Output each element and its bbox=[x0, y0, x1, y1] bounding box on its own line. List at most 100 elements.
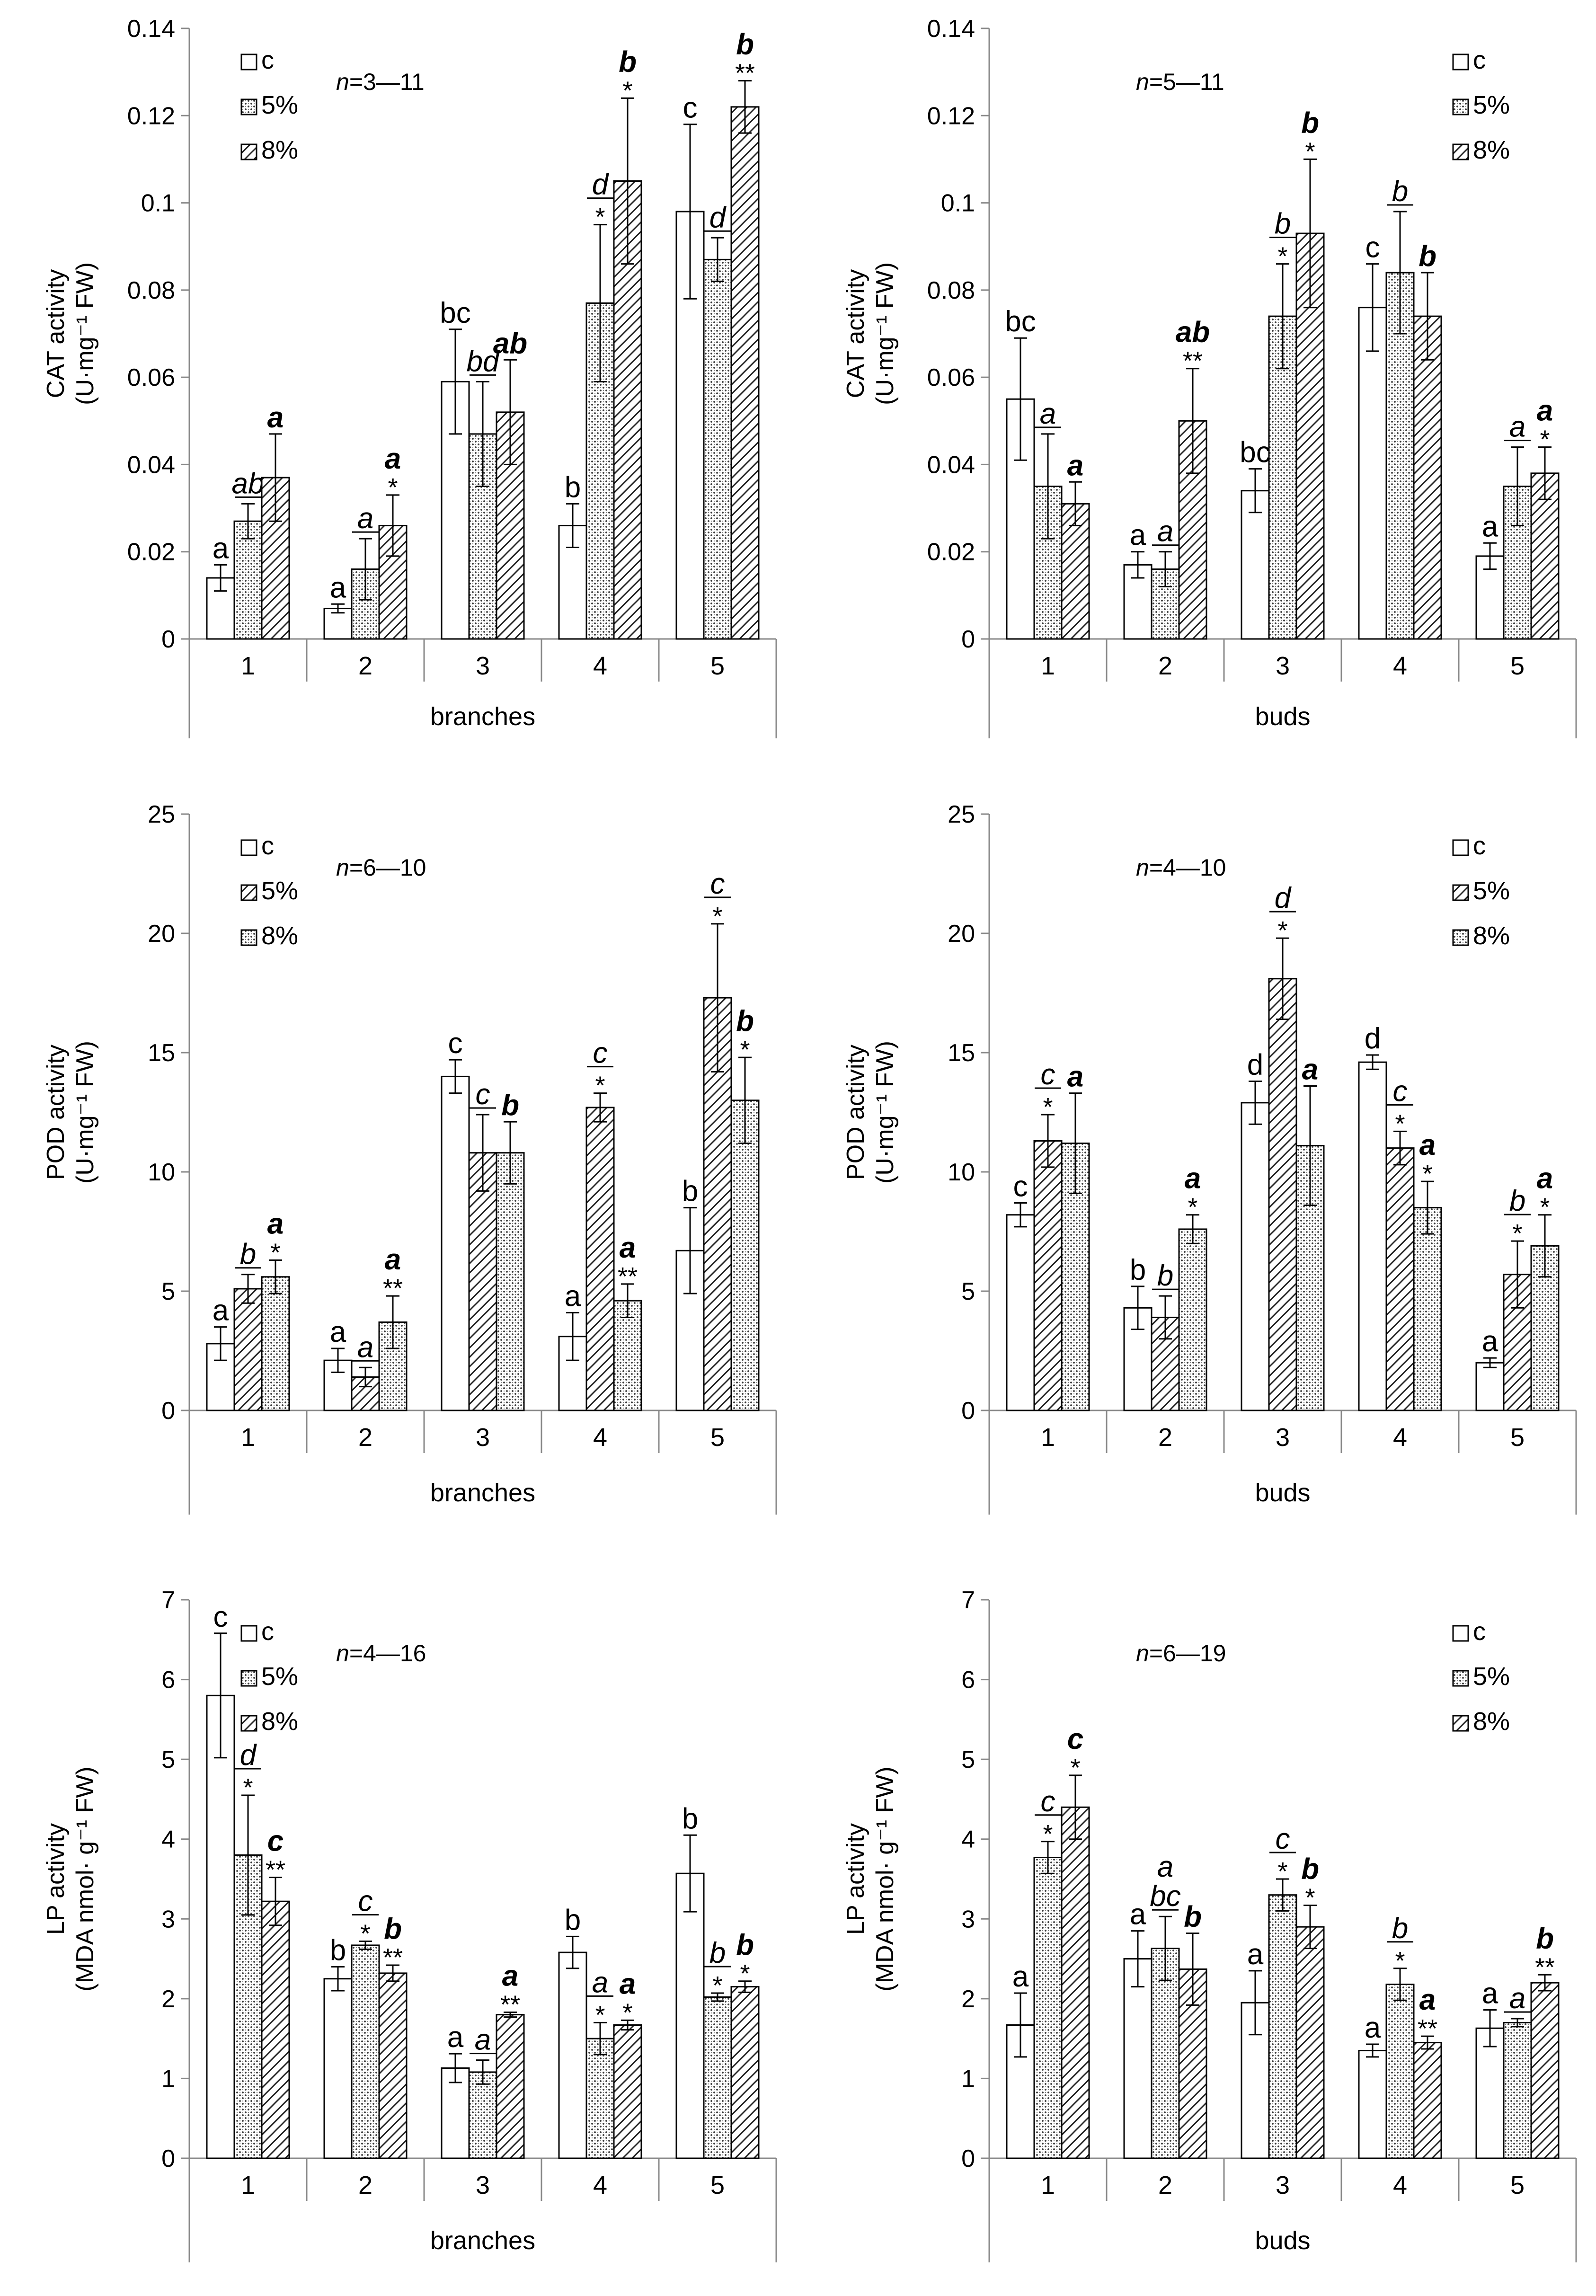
x-tick-label: 5 bbox=[1510, 1423, 1525, 1452]
bar-dots-4 bbox=[613, 1300, 642, 1411]
legend-swatch-white bbox=[240, 1625, 257, 1642]
group-letter: c bbox=[1067, 1723, 1083, 1755]
x-tick-label: 3 bbox=[476, 652, 490, 680]
legend-swatch-dots bbox=[240, 98, 257, 115]
x-tick-label: 4 bbox=[1393, 1423, 1407, 1452]
sample-size-note: n=4—16 bbox=[336, 1640, 426, 1667]
significance-star: * bbox=[1188, 1193, 1197, 1222]
group-letter: a bbox=[385, 1243, 401, 1276]
x-tick-label: 2 bbox=[358, 1423, 372, 1452]
bar-hatch-3 bbox=[496, 2014, 525, 2159]
group-letter: a bbox=[330, 571, 346, 604]
bar-dots-5 bbox=[1503, 2021, 1532, 2159]
y-tick-label: 1 bbox=[961, 2065, 975, 2092]
significance-star: * bbox=[622, 76, 632, 105]
group-letter: a bbox=[475, 2024, 491, 2057]
significance-star: * bbox=[1277, 916, 1287, 945]
y-tick-label: 4 bbox=[961, 1826, 975, 1853]
significance-star: * bbox=[740, 1959, 750, 1988]
legend-label: 8% bbox=[261, 922, 298, 950]
group-letter: b bbox=[1130, 1254, 1146, 1286]
sample-size-note: n=4—10 bbox=[1136, 854, 1226, 881]
group-letter: b bbox=[736, 1005, 754, 1037]
significance-star: ** bbox=[735, 59, 755, 88]
group-letter: b bbox=[1275, 208, 1291, 240]
significance-star: * bbox=[1540, 426, 1550, 454]
bar-dots-3 bbox=[1268, 1894, 1297, 2159]
x-tick-label: 5 bbox=[710, 1423, 725, 1452]
group-letter: b bbox=[1157, 1259, 1173, 1292]
y-axis-title: POD activity(U·mg⁻¹ FW) bbox=[842, 1041, 899, 1184]
bar-hatch-2 bbox=[378, 1972, 408, 2159]
y-tick-label: 0 bbox=[161, 626, 175, 653]
y-tick-label: 0 bbox=[961, 2145, 975, 2172]
x-tick-label: 1 bbox=[1041, 2171, 1055, 2199]
y-tick-label: 0.08 bbox=[127, 277, 175, 304]
y-tick-label: 5 bbox=[161, 1746, 175, 1773]
group-letter-extra: a bbox=[1157, 1851, 1173, 1883]
y-tick-label: 0.02 bbox=[927, 539, 975, 566]
group-letter: bc bbox=[440, 297, 470, 329]
x-axis-title: buds bbox=[1255, 2226, 1310, 2255]
significance-star: * bbox=[1277, 242, 1287, 271]
panel-2: 0 0.02 0.04 0.06 0.08 0.1 0.12 0.14 CAT activity… bbox=[842, 15, 1577, 738]
bar-white-4 bbox=[1358, 307, 1387, 640]
y-tick-label: 0.06 bbox=[127, 364, 175, 391]
bar-dots-2 bbox=[351, 1944, 380, 2159]
group-letter: a bbox=[447, 2021, 464, 2054]
group-letter: a bbox=[1247, 1938, 1264, 1971]
bar-hatch-1 bbox=[233, 1288, 263, 1411]
group-letter: c bbox=[683, 92, 698, 124]
group-letter: a bbox=[1419, 1129, 1436, 1161]
legend-swatch-hatch bbox=[1452, 143, 1469, 160]
y-axis-title: LP activity(MDA nmol· g⁻¹ FW) bbox=[842, 1766, 899, 1991]
group-letter: b bbox=[682, 1802, 698, 1835]
group-letter: c bbox=[710, 868, 725, 900]
bar-white-2 bbox=[323, 1978, 353, 2159]
group-letter: a bbox=[330, 1316, 346, 1348]
group-letter: b bbox=[330, 1934, 346, 1967]
y-tick-label: 15 bbox=[148, 1039, 175, 1067]
group-letter: a bbox=[267, 401, 284, 434]
bar-white-2 bbox=[1123, 1958, 1153, 2159]
group-letter: a bbox=[1365, 2012, 1381, 2044]
significance-star: * bbox=[740, 1036, 750, 1064]
group-letter: d bbox=[1275, 882, 1292, 914]
significance-star: * bbox=[595, 1072, 605, 1100]
bar-dots-1 bbox=[1033, 1856, 1063, 2159]
legend-swatch-dots bbox=[1452, 1670, 1469, 1687]
legend-swatch-hatch bbox=[240, 1715, 257, 1732]
significance-star: ** bbox=[383, 1274, 403, 1303]
x-tick-label: 2 bbox=[1158, 652, 1172, 680]
bar-dots-3 bbox=[468, 2071, 497, 2159]
group-letter: b bbox=[1392, 1912, 1408, 1945]
bar-white-5 bbox=[1475, 2027, 1505, 2159]
y-tick-label: 3 bbox=[161, 1906, 175, 1933]
x-axis-title: buds bbox=[1255, 702, 1310, 731]
group-letter: c bbox=[267, 1825, 284, 1858]
significance-star: ** bbox=[383, 1943, 403, 1972]
x-tick-label: 3 bbox=[1276, 1423, 1290, 1452]
group-letter: a bbox=[357, 502, 373, 535]
x-tick-label: 1 bbox=[241, 2171, 255, 2199]
group-letter: d bbox=[592, 168, 610, 201]
bar-hatch-1 bbox=[1061, 503, 1090, 640]
x-tick-label: 1 bbox=[241, 1423, 255, 1452]
group-letter: ab bbox=[232, 467, 265, 500]
group-letter: a bbox=[213, 532, 229, 565]
y-tick-label: 5 bbox=[961, 1278, 975, 1305]
significance-star: * bbox=[1395, 1109, 1405, 1138]
group-letter: b bbox=[1184, 1901, 1202, 1933]
legend-label: 5% bbox=[261, 91, 298, 119]
x-tick-label: 4 bbox=[593, 1423, 607, 1452]
legend-label: 8% bbox=[1473, 922, 1510, 950]
x-tick-label: 3 bbox=[1276, 2171, 1290, 2199]
significance-star: * bbox=[270, 1238, 280, 1267]
significance-star: * bbox=[388, 473, 398, 502]
legend-label: 5% bbox=[1473, 91, 1510, 119]
bar-white-3 bbox=[1241, 1102, 1270, 1411]
bar-dots-4 bbox=[1385, 1984, 1415, 2159]
group-letter: b bbox=[501, 1089, 519, 1122]
group-letter: bc bbox=[1150, 1880, 1180, 1913]
y-tick-label: 0.1 bbox=[941, 190, 975, 217]
